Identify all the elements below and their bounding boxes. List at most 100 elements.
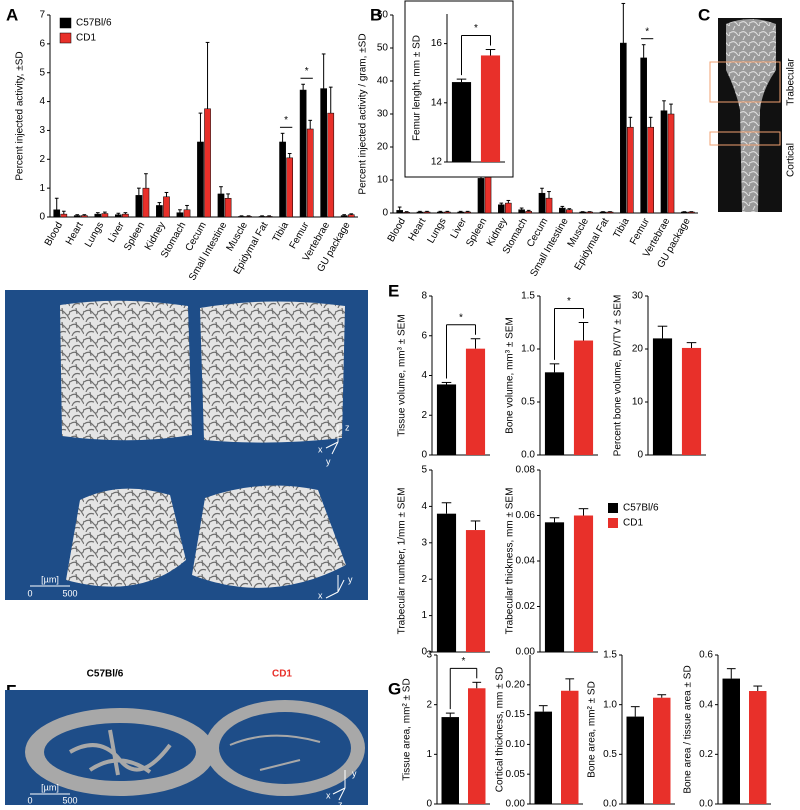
y-axis-label: Bone area / tissue area ± SD [683,665,694,793]
bar [265,216,273,218]
scale-unit: [µm] [41,782,59,792]
panel-label: E [388,281,399,300]
bar [620,42,627,214]
chart: 12 14 16 Femur lenght, mm ± SD * [412,14,505,168]
y-tick-label: 0.4 [699,699,713,710]
bar [423,211,431,214]
bar [347,214,355,218]
bar [224,197,232,218]
bar [465,530,486,652]
y-tick-label: 60 [377,10,389,21]
y-axis-label: Percent injected activity / gram, ±SD [358,33,369,194]
y-tick-label: 0 [637,450,643,461]
significance-mark: * [645,26,649,37]
y-tick-label: 0 [39,212,45,223]
y-tick-label: 3 [39,125,45,136]
panel-label: C [698,5,710,24]
y-tick-label: 0.15 [506,709,526,720]
chart: 0.0 0.2 0.4 0.6 Bone area / tissue area ± SD [683,650,771,810]
panel-label: B [370,5,382,24]
y-tick-label: 3 [421,537,427,548]
y-tick-label: 30 [632,291,644,302]
strain-label: CD1 [272,669,292,680]
y-tick-label: 2 [426,699,432,710]
y-tick-label: 0.20 [506,679,526,690]
y-tick-label: 50 [377,43,389,54]
y-tick-label: 1.5 [603,650,617,661]
chart: 0 1 2 3 4 5 6 7 Percent injected activity, ±SD Bl… [15,10,358,283]
x-tick-label: Blood [386,216,408,244]
bar [525,211,532,214]
y-axis-label: Percent bone volume, BV/TV ± SEM [613,295,624,457]
trabecular-render [5,290,368,600]
scale-tick: 0 [27,795,32,805]
y-tick-label: 20 [632,344,644,355]
bar [518,209,525,214]
bar [94,213,102,218]
bar [722,678,740,804]
strain-label: C57Bl/6 [87,669,124,680]
y-tick-label: 10 [632,397,644,408]
bar [163,196,170,218]
chart: 0 1 2 3 4 5 Trabecular number, 1/mm ± SEM [397,465,490,658]
bar [566,209,573,214]
bar [306,128,314,218]
significance-mark: * [567,296,571,307]
scale-tick: 500 [62,795,77,805]
y-tick-label: 0.04 [516,556,536,567]
chart: 0 10 20 30 Percent bone volume, BV/TV ± SEM [613,291,706,461]
significance-mark: * [459,312,463,323]
bar [451,82,472,162]
y-tick-label: 0.06 [516,510,536,521]
y-axis-label: Percent injected activity, ±SD [15,51,26,180]
axis-glyph: x [326,790,331,800]
bar [286,157,294,218]
y-tick-label: 1 [39,183,45,194]
legend-label: C57Bl/6 [76,18,112,29]
bar [436,384,457,455]
region-label: Trabecular [786,58,797,106]
x-tick-label: Tibia [612,216,632,240]
y-tick-label: 0 [382,208,388,219]
bar [505,202,512,214]
significance-mark: * [305,66,309,77]
bar [480,55,501,162]
bar [561,690,579,804]
cortical-render [5,690,368,805]
bar [484,174,492,214]
bar [544,372,565,455]
y-tick-label: 0.5 [521,397,535,408]
axis-glyph: z [345,422,350,432]
bar [647,126,654,214]
significance-mark: * [462,656,466,667]
y-axis-label: Cortical thickness, mm ± SD [495,667,506,793]
y-axis-label: Bone volume, mm³ ± SEM [505,317,516,434]
femur-image [709,18,782,212]
bar [258,216,266,218]
legend-label: CD1 [623,518,643,529]
bar [53,209,61,218]
bar [498,204,505,214]
y-tick-label: 2 [421,574,427,585]
y-tick-label: 0.6 [699,650,713,661]
y-tick-label: 4 [421,370,427,381]
bar [156,205,163,218]
bar [667,113,675,214]
bar [545,197,553,214]
panel-label: A [6,5,18,24]
axis-glyph: y [352,768,357,778]
bar [340,215,348,218]
bar [652,338,673,455]
bar [197,141,204,218]
bar [73,215,81,218]
legend-swatch [608,503,618,513]
x-tick-label: Tibia [271,220,291,244]
y-axis-label: Tissue volume, mm³ ± SEM [397,314,408,436]
chart: 0 2 4 6 8 Tissue volume, mm³ ± SEM * [397,291,490,461]
y-tick-label: 0.00 [516,647,536,658]
y-tick-label: 1 [426,749,432,760]
y-tick-label: 40 [377,76,389,87]
x-tick-label: Lungs [426,216,449,245]
